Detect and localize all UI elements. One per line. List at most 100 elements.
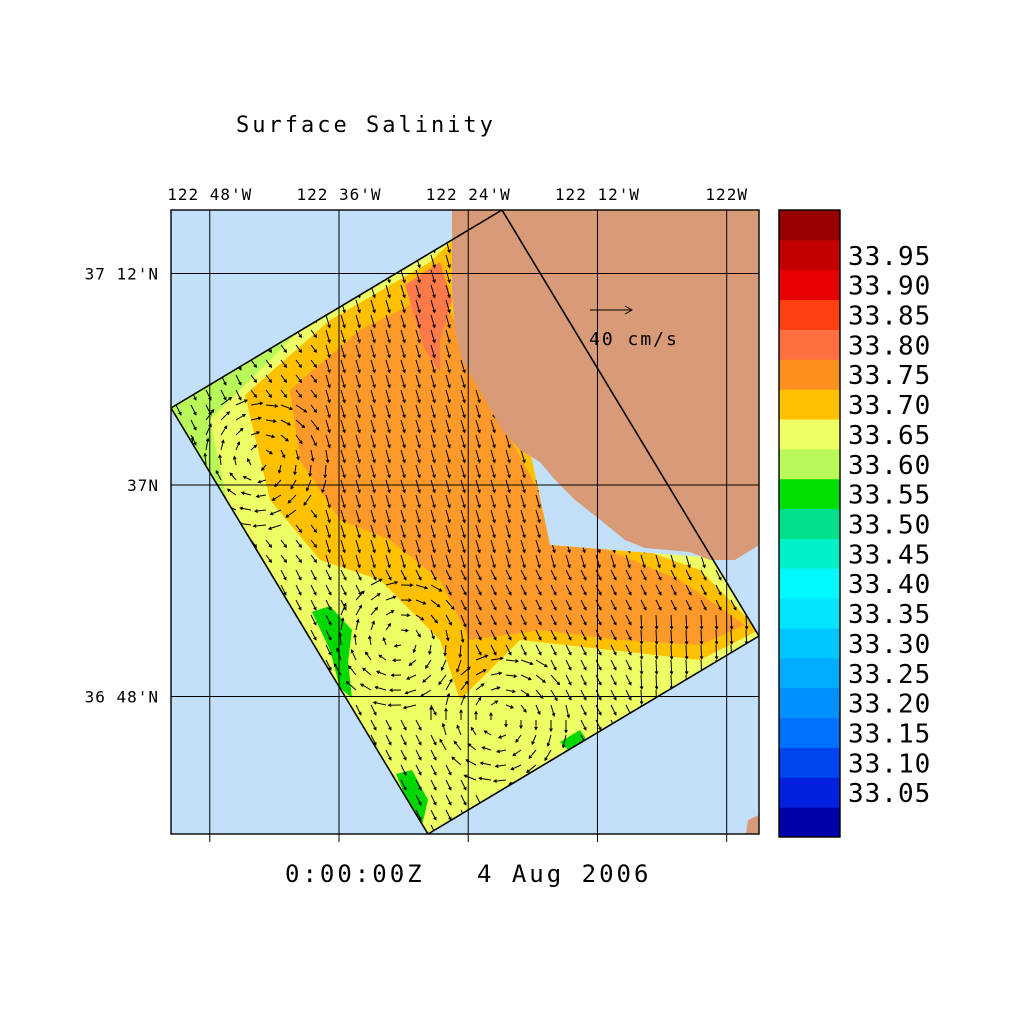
velocity-arrow [325, 554, 331, 569]
velocity-arrow [430, 389, 436, 404]
velocity-arrow [226, 488, 237, 496]
velocity-arrow [340, 389, 346, 404]
velocity-arrow [654, 614, 659, 631]
velocity-arrow [490, 656, 504, 661]
velocity-arrow [370, 434, 376, 449]
velocity-arrow [240, 491, 252, 496]
velocity-arrow [415, 284, 421, 299]
velocity-arrow [670, 584, 677, 596]
velocity-arrow [415, 509, 421, 524]
velocity-arrow [385, 404, 391, 419]
velocity-arrow [415, 764, 422, 776]
velocity-arrow [475, 509, 481, 524]
velocity-arrow [310, 434, 317, 447]
velocity-arrow [439, 738, 447, 751]
velocity-arrow [415, 599, 427, 605]
colorbar-label: 33.80 [848, 331, 931, 361]
velocity-arrow [520, 479, 526, 494]
velocity-arrow [460, 404, 466, 419]
velocity-arrow [580, 644, 587, 656]
velocity-arrow [546, 734, 552, 747]
velocity-arrow [385, 734, 392, 746]
velocity-arrow [714, 629, 719, 646]
velocity-arrow [549, 720, 553, 733]
velocity-arrow [639, 614, 644, 631]
velocity-arrow [295, 539, 303, 549]
velocity-arrow [520, 539, 526, 554]
velocity-arrow [460, 389, 466, 404]
velocity-arrow [415, 299, 421, 314]
velocity-arrow [490, 449, 496, 464]
velocity-arrow [323, 464, 328, 479]
velocity-arrow [400, 269, 406, 284]
velocity-arrow [415, 449, 421, 464]
velocity-arrow [565, 644, 572, 656]
velocity-arrow [505, 689, 516, 694]
velocity-arrow [385, 434, 391, 449]
velocity-arrow [470, 726, 477, 736]
velocity-arrow [370, 494, 376, 509]
velocity-arrow [595, 659, 602, 671]
colorbar-swatch [779, 329, 840, 360]
x-tick-label: 122 36'W [296, 185, 381, 204]
velocity-arrow [415, 359, 421, 374]
velocity-arrow [460, 614, 467, 628]
velocity-arrow [475, 524, 481, 539]
colorbar-swatch [779, 299, 840, 330]
velocity-arrow [385, 314, 391, 329]
velocity-arrow [445, 479, 451, 494]
velocity-arrow [520, 464, 526, 479]
colorbar-label: 33.70 [848, 391, 931, 421]
velocity-arrow [505, 569, 512, 581]
velocity-arrow [580, 614, 587, 626]
region-light-orange-red [405, 262, 452, 372]
velocity-arrow [400, 374, 406, 389]
velocity-arrow [445, 434, 451, 449]
velocity-arrow [445, 539, 451, 554]
velocity-arrow [340, 374, 346, 389]
velocity-arrow [474, 710, 478, 720]
velocity-arrow [520, 449, 526, 464]
velocity-arrow [505, 599, 512, 611]
velocity-arrow [355, 618, 360, 631]
velocity-arrow [460, 464, 466, 479]
velocity-arrow [400, 299, 406, 314]
velocity-arrow [460, 359, 466, 374]
velocity-arrow [625, 614, 632, 626]
velocity-arrow [388, 688, 402, 693]
velocity-arrow [580, 584, 587, 596]
velocity-arrow [310, 539, 318, 549]
colorbar: 33.0533.1033.1533.2033.2533.3033.3533.40… [778, 209, 931, 838]
velocity-arrow [190, 419, 197, 431]
velocity-arrow [520, 674, 532, 681]
velocity-arrow [415, 584, 429, 590]
velocity-arrow [550, 614, 557, 626]
velocity-arrow [370, 569, 377, 581]
velocity-arrow [370, 299, 376, 314]
velocity-arrow [460, 419, 466, 434]
velocity-arrow [430, 809, 437, 821]
velocity-arrow [285, 509, 297, 518]
x-tick-label: 122 24'W [426, 185, 511, 204]
velocity-arrow [490, 419, 496, 434]
velocity-arrow [430, 404, 436, 419]
map-grid [171, 210, 759, 834]
velocity-arrow [595, 569, 602, 581]
velocity-arrow [355, 569, 362, 581]
velocity-arrow [370, 620, 375, 631]
velocity-arrow [489, 712, 493, 720]
velocity-arrow [280, 449, 286, 459]
velocity-arrow [400, 284, 406, 299]
velocity-arrow [269, 509, 282, 516]
velocity-arrow [267, 524, 282, 530]
velocity-arrow [310, 629, 317, 641]
velocity-arrow [430, 284, 436, 299]
velocity-arrow [534, 720, 538, 731]
velocity-arrow [385, 719, 392, 731]
velocity-arrow [255, 494, 267, 499]
velocity-arrow [280, 344, 288, 354]
colorbar-label: 33.55 [848, 481, 931, 511]
velocity-arrow [235, 399, 248, 406]
velocity-arrow [310, 449, 315, 463]
velocity-arrow [505, 509, 511, 524]
